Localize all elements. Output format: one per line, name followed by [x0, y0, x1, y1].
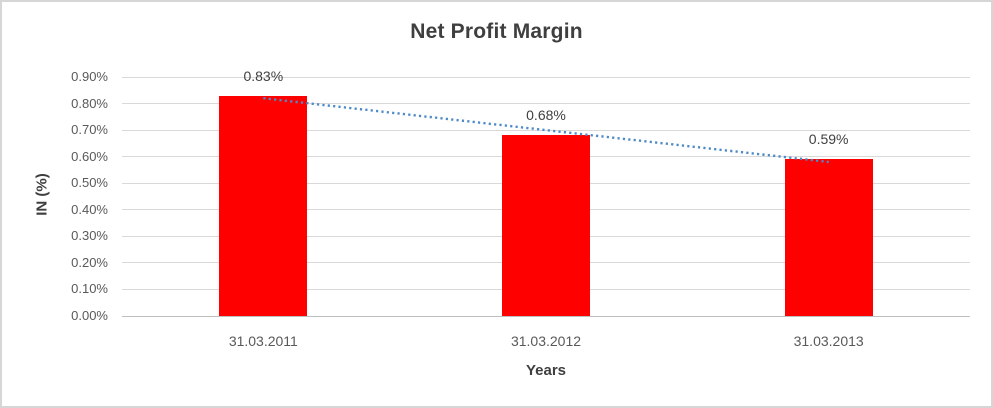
y-tick-label: 0.60% [71, 148, 108, 164]
y-tick-label: 0.10% [71, 281, 108, 297]
x-axis-title: Years [525, 362, 567, 379]
y-tick-label: 0.40% [71, 201, 108, 217]
bar-31.03.2012 [502, 135, 590, 316]
chart-title: Net Profit Margin [410, 20, 583, 43]
y-tick-label: 0.90% [71, 69, 108, 84]
y-tick-label: 0.50% [71, 175, 108, 191]
y-tick-label: 0.70% [71, 122, 108, 138]
y-tick-label: 0.80% [71, 95, 108, 111]
data-label: 0.68% [526, 107, 566, 124]
y-tick-label: 0.20% [71, 254, 108, 270]
x-axis-line [122, 315, 970, 317]
y-tick-label: 0.00% [71, 308, 108, 323]
bar-31.03.2013 [784, 159, 873, 316]
data-label: 0.59% [808, 131, 849, 148]
x-tick-label: 31.03.2011 [228, 333, 298, 349]
bar-31.03.2011 [219, 95, 308, 316]
gridline [122, 76, 970, 78]
x-tick-label: 31.03.2012 [510, 333, 582, 349]
x-tick-label: 31.03.2013 [793, 333, 864, 349]
data-label: 0.83% [243, 67, 284, 84]
y-tick-label: 0.30% [71, 228, 108, 244]
